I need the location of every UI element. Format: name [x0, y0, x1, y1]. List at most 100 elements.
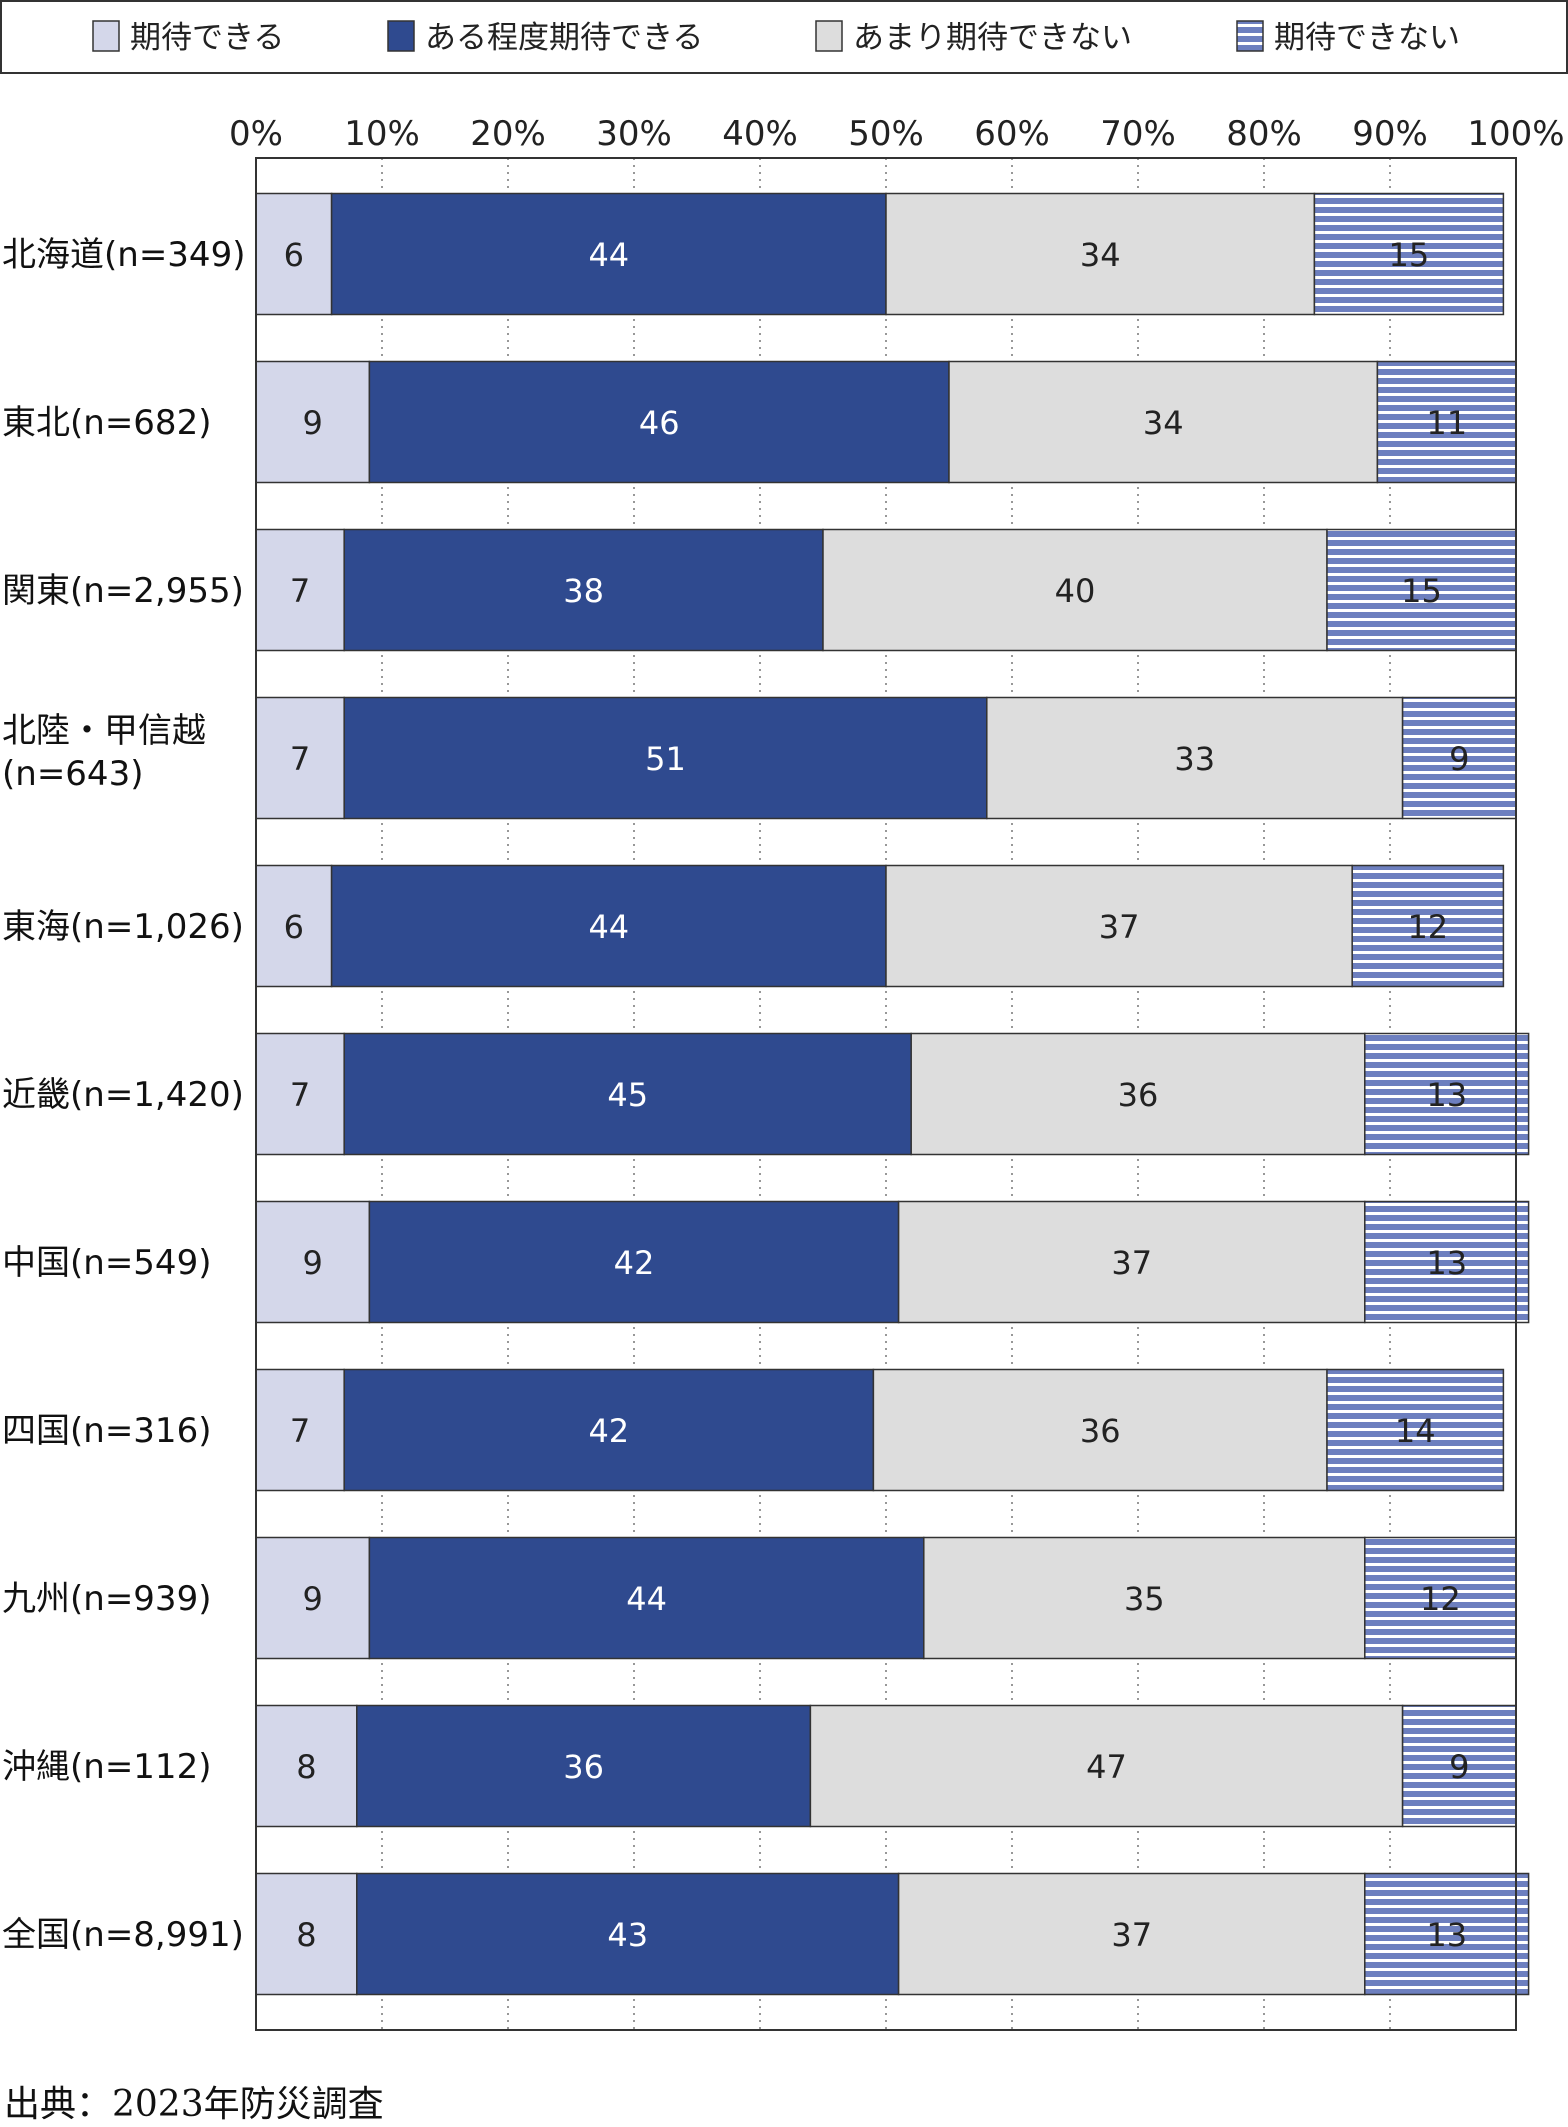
bar-8-series-1 — [255, 1368, 345, 1492]
bar-8-series-4 — [1326, 1368, 1505, 1492]
bar-1-series-4 — [1313, 192, 1505, 316]
value-label: 8 — [296, 1916, 316, 1954]
category-label: 北海道(n=349) — [2, 235, 245, 275]
value-label: 11 — [1426, 404, 1467, 442]
bar-1-series-3 — [885, 192, 1316, 316]
value-label: 7 — [290, 1412, 310, 1450]
legend-label-4: 期待できない — [1274, 20, 1460, 56]
value-label: 9 — [1449, 740, 1469, 778]
value-label: 51 — [645, 740, 686, 778]
category-label: 全国(n=8,991) — [2, 1915, 244, 1955]
value-label: 12 — [1407, 908, 1448, 946]
bar-10-series-2 — [356, 1704, 812, 1828]
category-label: 関東(n=2,955) — [2, 571, 244, 611]
bar-8-series-2 — [343, 1368, 875, 1492]
bar-5-series-2 — [330, 864, 887, 988]
value-label: 36 — [563, 1748, 604, 1786]
value-label: 15 — [1389, 236, 1430, 274]
value-label: 44 — [588, 908, 629, 946]
value-label: 12 — [1420, 1580, 1461, 1618]
legend-swatch-4 — [1236, 20, 1264, 52]
value-label: 36 — [1118, 1076, 1159, 1114]
bar-3-series-2 — [343, 528, 824, 652]
value-label: 9 — [1449, 1748, 1469, 1786]
x-tick-label: 40% — [722, 114, 798, 154]
bar-4-series-4 — [1401, 696, 1517, 820]
value-label: 37 — [1099, 908, 1140, 946]
source-note: 出典：2023年防災調査 — [4, 2084, 384, 2125]
legend-label-2: ある程度期待できる — [425, 20, 703, 56]
bar-9-series-4 — [1364, 1536, 1517, 1660]
x-tick-label: 70% — [1100, 114, 1176, 154]
legend-label-3: あまり期待できない — [853, 20, 1132, 56]
value-label: 36 — [1080, 1412, 1121, 1450]
x-tick-label: 50% — [848, 114, 924, 154]
value-label: 13 — [1426, 1076, 1467, 1114]
bar-3-series-4 — [1326, 528, 1517, 652]
value-label: 33 — [1174, 740, 1215, 778]
x-tick-label: 80% — [1226, 114, 1302, 154]
value-label: 40 — [1055, 572, 1096, 610]
bar-9-series-2 — [368, 1536, 925, 1660]
bar-6-series-1 — [255, 1032, 345, 1156]
legend-swatch-2 — [387, 20, 415, 52]
value-label: 34 — [1080, 236, 1121, 274]
category-label: 近畿(n=1,420) — [2, 1075, 244, 1115]
value-label: 37 — [1111, 1244, 1152, 1282]
value-label: 7 — [290, 740, 310, 778]
x-tick-label: 90% — [1352, 114, 1428, 154]
category-label: 北陸・甲信越 — [2, 711, 206, 751]
bar-7-series-4 — [1364, 1200, 1530, 1324]
legend-frame — [0, 0, 1568, 74]
bar-7-series-1 — [255, 1200, 371, 1324]
bar-4-series-1 — [255, 696, 345, 820]
bar-3-series-3 — [822, 528, 1328, 652]
value-label: 42 — [588, 1412, 629, 1450]
x-tick-label: 100% — [1467, 114, 1564, 154]
value-label: 13 — [1426, 1916, 1467, 1954]
value-label: 34 — [1143, 404, 1184, 442]
category-label: 中国(n=549) — [2, 1243, 211, 1283]
bar-5-series-1 — [255, 864, 333, 988]
category-label: 九州(n=939) — [2, 1579, 211, 1619]
x-tick-label: 10% — [344, 114, 420, 154]
bar-11-series-1 — [255, 1872, 358, 1996]
bar-9-series-3 — [923, 1536, 1366, 1660]
bar-5-series-3 — [885, 864, 1353, 988]
value-label: 43 — [607, 1916, 648, 1954]
value-label: 42 — [614, 1244, 655, 1282]
value-label: 13 — [1426, 1244, 1467, 1282]
bar-5-series-4 — [1351, 864, 1505, 988]
plot-frame — [255, 157, 1517, 2031]
value-label: 8 — [296, 1748, 316, 1786]
bar-2-series-3 — [948, 360, 1379, 484]
value-label: 47 — [1086, 1748, 1127, 1786]
bar-11-series-3 — [897, 1872, 1366, 1996]
category-label: 沖縄(n=112) — [2, 1747, 211, 1787]
value-label: 6 — [284, 908, 304, 946]
bar-10-series-4 — [1401, 1704, 1517, 1828]
bar-1-series-1 — [255, 192, 333, 316]
value-label: 44 — [588, 236, 629, 274]
legend-swatch-1 — [92, 20, 120, 52]
value-label: 35 — [1124, 1580, 1165, 1618]
value-label: 9 — [303, 1580, 323, 1618]
bar-6-series-3 — [910, 1032, 1366, 1156]
value-label: 7 — [290, 572, 310, 610]
bar-10-series-1 — [255, 1704, 358, 1828]
bar-2-series-1 — [255, 360, 371, 484]
value-label: 6 — [284, 236, 304, 274]
bar-1-series-2 — [330, 192, 887, 316]
value-label: 9 — [303, 1244, 323, 1282]
value-label: 9 — [303, 404, 323, 442]
value-label: 38 — [563, 572, 604, 610]
bar-2-series-2 — [368, 360, 950, 484]
value-label: 7 — [290, 1076, 310, 1114]
x-tick-label: 20% — [470, 114, 546, 154]
bar-11-series-4 — [1364, 1872, 1530, 1996]
bar-4-series-2 — [343, 696, 988, 820]
bar-6-series-2 — [343, 1032, 912, 1156]
value-label: 14 — [1395, 1412, 1436, 1450]
x-tick-label: 60% — [974, 114, 1050, 154]
